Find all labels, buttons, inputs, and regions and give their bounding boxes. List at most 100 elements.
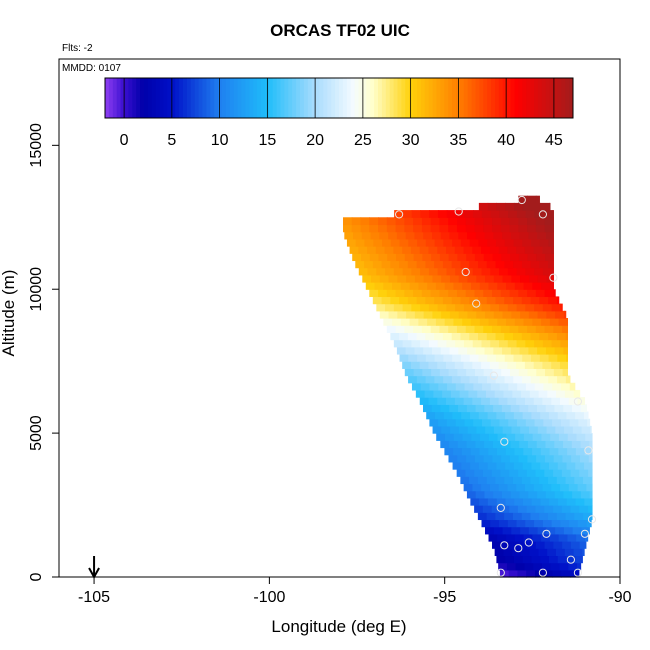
heatmap-cell xyxy=(520,526,530,535)
heatmap-cell xyxy=(482,382,492,391)
heatmap-cell xyxy=(448,368,458,377)
heatmap-cell xyxy=(465,289,476,298)
heatmap-cell xyxy=(567,433,578,441)
heatmap-cell xyxy=(425,296,435,305)
heatmap-cell xyxy=(560,397,570,405)
heatmap-cell xyxy=(517,382,527,391)
heatmap-cell xyxy=(472,397,482,405)
colorbar-tick-label: 25 xyxy=(354,132,372,149)
heatmap-cell xyxy=(458,404,468,413)
heatmap-cell xyxy=(533,483,544,492)
date-annotation: MMDD: 0107 xyxy=(62,63,121,74)
heatmap-cell xyxy=(557,353,567,362)
heatmap-cell xyxy=(553,505,563,513)
heatmap-cell xyxy=(410,361,421,369)
heatmap-cell xyxy=(397,274,407,283)
heatmap-cell xyxy=(528,346,538,355)
x-axis-label: Longitude (deg E) xyxy=(271,617,406,636)
heatmap-cell xyxy=(521,476,532,485)
colorbar-segment xyxy=(241,78,246,118)
heatmap-cell xyxy=(555,310,565,319)
heatmap-cell xyxy=(481,483,491,492)
heatmap-cell xyxy=(472,339,483,348)
heatmap-cell xyxy=(527,217,537,226)
heatmap-cell xyxy=(513,260,523,269)
x-tick-label: -105 xyxy=(78,589,110,606)
heatmap-cell xyxy=(413,325,423,333)
heatmap-cell xyxy=(551,397,561,405)
heatmap-cell xyxy=(434,375,444,384)
heatmap-cell xyxy=(466,440,476,449)
heatmap-cell xyxy=(409,282,419,290)
heatmap-cell xyxy=(493,526,504,535)
colorbar-segment xyxy=(319,78,324,118)
heatmap-cell xyxy=(399,353,409,362)
colorbar-tick-label: 5 xyxy=(167,132,176,149)
heatmap-cell xyxy=(448,253,458,262)
heatmap-cell xyxy=(484,440,494,449)
heatmap-cell xyxy=(512,548,522,557)
heatmap-cell xyxy=(428,397,438,405)
heatmap-cell xyxy=(513,411,524,420)
heatmap-cell xyxy=(486,476,497,485)
heatmap-cell xyxy=(427,282,437,290)
heatmap-cell xyxy=(512,512,523,521)
heatmap-cell xyxy=(530,296,540,305)
heatmap-cell xyxy=(411,303,421,312)
heatmap-cell xyxy=(494,548,505,557)
heatmap-cell xyxy=(386,289,397,298)
heatmap-cell xyxy=(518,224,528,233)
heatmap-cell xyxy=(509,469,519,477)
heatmap-cell xyxy=(452,238,462,247)
colorbar-segment xyxy=(366,78,371,118)
heatmap-cell xyxy=(540,555,550,564)
heatmap-cell xyxy=(500,289,511,298)
heatmap-cell xyxy=(502,310,512,319)
heatmap-cell xyxy=(525,418,536,427)
colorbar-segment xyxy=(210,78,215,118)
heatmap-cell xyxy=(522,411,532,420)
heatmap-cell xyxy=(492,368,502,377)
heatmap-cell xyxy=(533,361,544,369)
colorbar-segment xyxy=(186,78,192,118)
heatmap-cell xyxy=(550,433,560,441)
heatmap-cell xyxy=(534,303,544,312)
heatmap-cell xyxy=(467,310,477,319)
heatmap-cell xyxy=(462,318,472,326)
heatmap-cell xyxy=(502,425,513,434)
heatmap-cell xyxy=(560,382,571,391)
heatmap-cell xyxy=(442,389,452,398)
heatmap-cell xyxy=(429,418,439,427)
heatmap-cell xyxy=(506,318,516,326)
heatmap-cells xyxy=(343,195,593,578)
colorbar-segment xyxy=(374,78,379,118)
heatmap-cell xyxy=(405,346,416,355)
heatmap-cell xyxy=(466,454,476,463)
heatmap-cell xyxy=(413,253,423,262)
heatmap-cell xyxy=(535,224,546,233)
heatmap-cell xyxy=(485,526,495,535)
heatmap-cell xyxy=(416,260,427,269)
heatmap-cell xyxy=(358,246,368,254)
colorbar-segment xyxy=(159,78,164,118)
heatmap-cell xyxy=(563,526,574,535)
heatmap-cell xyxy=(513,296,523,305)
heatmap-cell xyxy=(463,483,474,492)
heatmap-cell xyxy=(455,303,465,312)
heatmap-cell xyxy=(518,253,529,262)
heatmap-cell xyxy=(496,447,507,456)
heatmap-cell xyxy=(464,382,474,391)
colorbar-segment xyxy=(105,78,110,118)
heatmap-cell xyxy=(570,541,581,549)
heatmap-cell xyxy=(500,505,510,513)
heatmap-cell xyxy=(408,353,418,362)
heatmap-cell xyxy=(434,353,444,362)
heatmap-cell xyxy=(525,303,535,312)
heatmap-cell xyxy=(516,210,527,218)
heatmap-cell xyxy=(577,562,582,571)
heatmap-cell xyxy=(474,217,484,226)
heatmap-cell xyxy=(422,253,432,262)
heatmap-cell xyxy=(343,217,353,226)
heatmap-cell xyxy=(544,454,555,463)
heatmap-cell xyxy=(375,246,386,254)
